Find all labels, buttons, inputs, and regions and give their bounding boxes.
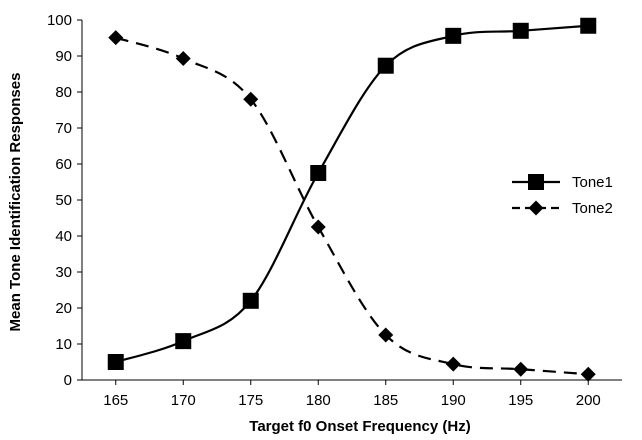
x-tick-label: 195 (508, 392, 533, 409)
y-axis: 0 10 20 30 40 50 60 70 80 90 100 (47, 12, 82, 389)
y-tick-label: 90 (55, 48, 72, 65)
data-point-tone2 (378, 327, 394, 343)
data-point-tone2 (243, 91, 259, 107)
x-tick-label: 180 (306, 392, 331, 409)
data-point-tone1 (310, 165, 327, 181)
legend-label-tone1: Tone1 (572, 174, 613, 191)
y-tick-label: 10 (55, 336, 72, 353)
x-tick-label: 165 (103, 392, 128, 409)
series-layer (107, 17, 597, 382)
x-axis: 165 170 175 180 185 190 195 200 (103, 380, 601, 409)
data-point-tone2 (310, 219, 326, 235)
y-tick-label: 60 (55, 156, 72, 173)
legend-label-tone2: Tone2 (572, 200, 613, 217)
y-axis-title: Mean Tone Identification Responses (7, 73, 24, 332)
data-point-tone2 (175, 51, 191, 67)
legend-marker-tone1 (528, 174, 544, 190)
y-tick-label: 20 (55, 300, 72, 317)
data-point-tone1 (175, 333, 192, 350)
data-point-tone2 (445, 356, 461, 372)
x-tick-label: 190 (441, 392, 466, 409)
data-point-tone2 (513, 361, 529, 377)
series-line-tone2 (115, 36, 589, 376)
x-tick-label: 185 (373, 392, 398, 409)
x-tick-label: 200 (576, 392, 601, 409)
y-tick-label: 100 (47, 12, 72, 29)
y-tick-label: 30 (55, 264, 72, 281)
data-point-tone1 (242, 292, 259, 309)
data-point-tone1 (512, 22, 529, 39)
legend: Tone1 Tone2 (512, 174, 613, 217)
data-point-tone1 (580, 17, 597, 34)
x-tick-label: 170 (171, 392, 196, 409)
data-point-tone2 (108, 30, 124, 46)
plot-area (81, 20, 622, 381)
series-tone1 (107, 17, 597, 370)
y-tick-label: 70 (55, 120, 72, 137)
series-line-tone1 (115, 24, 589, 364)
y-tick-label: 80 (55, 84, 72, 101)
y-tick-label: 0 (64, 372, 72, 389)
data-point-tone1 (377, 57, 394, 74)
y-tick-label: 50 (55, 192, 72, 209)
legend-marker-tone2 (528, 200, 544, 216)
y-tick-label: 40 (55, 228, 72, 245)
data-point-tone1 (107, 354, 124, 370)
data-point-tone2 (580, 366, 596, 382)
x-axis-title: Target f0 Onset Frequency (Hz) (249, 418, 470, 435)
data-point-tone1 (445, 27, 462, 44)
series-tone2 (108, 30, 596, 382)
x-tick-label: 175 (238, 392, 263, 409)
